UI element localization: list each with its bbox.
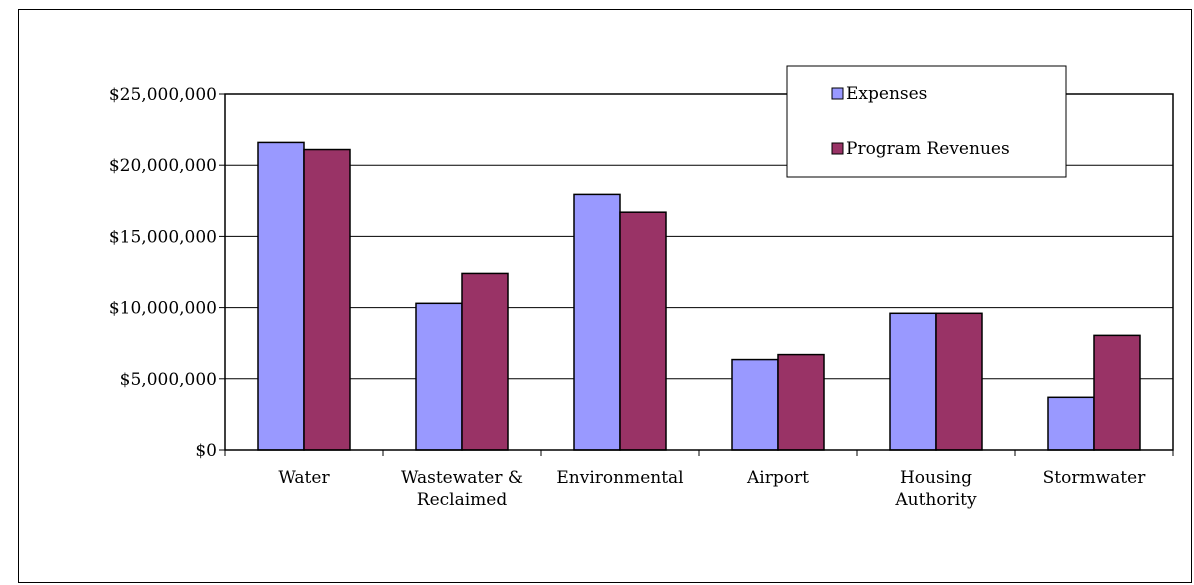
bar-expenses-airport [731,358,779,451]
bars [257,141,1141,451]
x-tick-label: Airport [746,468,809,488]
legend-label-expenses: Expenses [846,84,927,104]
x-axis: Water Wastewater & Reclaimed Environmental A… [224,450,1174,510]
x-tick-label-line: Reclaimed [417,490,508,510]
legend-box [786,65,1067,178]
bar-program-revenues-wastewater-reclaimed [461,272,509,451]
bar-program-revenues-environmental [619,211,667,451]
bar-program-revenues-housing-authority [935,312,983,451]
bar-expenses-environmental [573,193,621,451]
x-tick-label-line: Stormwater [1043,468,1147,488]
y-axis: $0 $5,000,000 $10,000,000 $15,000,000 $20,00… [109,85,225,461]
y-tick-label: $25,000,000 [109,85,217,105]
x-tick-label: Environmental [556,468,683,488]
bar-program-revenues-airport [777,353,825,451]
x-tick-label-line: Housing [900,468,972,488]
x-tick-label-line: Water [278,468,330,488]
bar-expenses-water [257,141,305,451]
x-tick-label: Water [278,468,330,488]
bar-expenses-stormwater [1047,396,1095,451]
y-tick-label: $5,000,000 [120,370,217,390]
bar-program-revenues-stormwater [1093,334,1141,451]
x-tick-label-line: Environmental [556,468,683,488]
x-tick-label: Housing Authority [894,468,977,510]
y-tick-label: $0 [195,441,217,461]
bar-expenses-housing-authority [889,312,937,451]
x-tick-label: Wastewater & Reclaimed [401,468,523,510]
y-tick-label: $15,000,000 [109,227,217,247]
x-tick-label-line: Airport [746,468,809,488]
bar-expenses-wastewater-reclaimed [415,302,463,451]
x-tick-label-line: Authority [894,490,977,510]
x-tick-label: Stormwater [1043,468,1147,488]
x-tick-label-line: Wastewater & [401,468,523,488]
bar-program-revenues-water [303,148,351,451]
legend-label-program-revenues: Program Revenues [846,139,1010,159]
y-tick-label: $20,000,000 [109,156,217,176]
legend-swatch-program-revenues [831,142,844,155]
legend: Expenses Program Revenues [786,65,1067,178]
legend-swatch-expenses [831,87,844,100]
y-tick-label: $10,000,000 [109,299,217,319]
